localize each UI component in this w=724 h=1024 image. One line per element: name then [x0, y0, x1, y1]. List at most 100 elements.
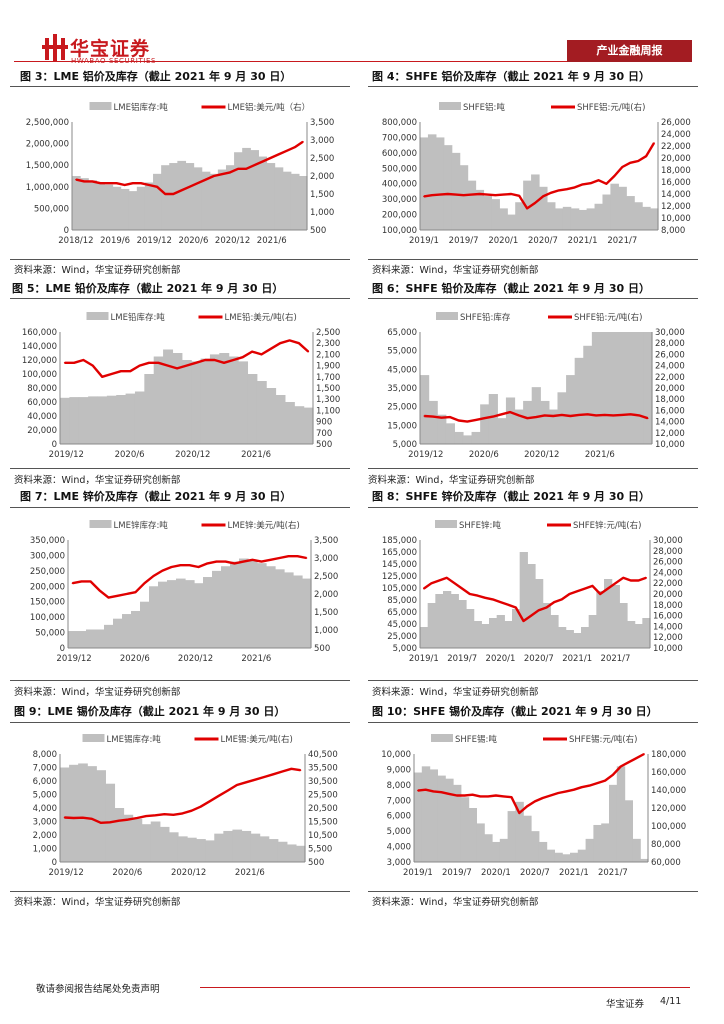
y-tick-label-right: 10,000	[653, 644, 683, 654]
price-point	[215, 560, 218, 563]
inventory-bar	[523, 400, 533, 444]
inventory-bar	[228, 356, 239, 444]
y-tick-label-left: 6,000	[387, 812, 411, 822]
price-point	[213, 359, 216, 361]
inventory-bar	[153, 173, 162, 230]
inventory-bar	[266, 566, 276, 648]
price-point	[196, 182, 199, 184]
inventory-bar	[471, 431, 481, 444]
price-point	[432, 415, 434, 418]
price-point	[229, 171, 231, 174]
header-divider	[14, 61, 567, 62]
y-tick-label-left: 35,000	[387, 384, 417, 394]
y-tick-label-right: 8,000	[661, 226, 685, 236]
x-tick-label: 2020/1	[486, 654, 516, 664]
price-point	[454, 193, 457, 196]
price-point	[270, 348, 272, 350]
y-tick-label-right: 24,000	[655, 362, 685, 372]
inventory-bar	[136, 186, 146, 230]
price-point	[560, 414, 563, 416]
inventory-bar	[250, 833, 261, 862]
x-tick-label: 2019/7	[447, 654, 477, 664]
inventory-bar	[221, 566, 231, 648]
price-point	[586, 413, 589, 416]
inventory-bar	[77, 631, 87, 648]
x-tick-label: 2021/6	[241, 450, 271, 460]
price-point	[643, 753, 645, 755]
y-tick-label-right: 1,300	[316, 395, 340, 405]
inventory-bar	[86, 629, 96, 648]
figure-7-source: 资料来源：Wind，华宝证券研究创新部	[14, 687, 181, 698]
price-point	[71, 582, 74, 584]
inventory-bar	[650, 208, 659, 230]
legend-label: LME锌:美元/吨(右)	[228, 520, 300, 531]
inventory-series	[72, 147, 308, 230]
inventory-bar	[275, 569, 285, 648]
inventory-bar	[481, 624, 490, 648]
y-tick-label-right: 3,000	[314, 554, 338, 564]
figure-9-top-rule	[10, 722, 350, 723]
inventory-bar	[116, 395, 127, 444]
price-point	[580, 786, 583, 789]
price-point	[578, 414, 580, 416]
inventory-bar	[96, 770, 106, 862]
inventory-bar	[214, 833, 224, 862]
y-tick-label-right: 28,000	[655, 339, 685, 349]
y-tick-label-left: 0	[52, 440, 57, 450]
figure-3-title: 图 3：LME 铝价及库存（截止 2021 年 9 月 30 日）	[20, 70, 292, 83]
inventory-bar	[209, 354, 220, 444]
price-point	[115, 182, 118, 184]
figure-8-top-rule	[368, 507, 698, 508]
inventory-bar	[531, 831, 540, 862]
price-point	[206, 562, 209, 565]
inventory-bar	[542, 603, 551, 648]
inventory-bar	[230, 561, 240, 648]
y-tick-label-left: 1,500,000	[26, 161, 69, 171]
y-tick-label-right: 10,500	[308, 831, 338, 841]
y-tick-label-right: 1,700	[316, 373, 340, 383]
price-point	[185, 364, 188, 367]
price-point	[176, 367, 178, 370]
y-tick-label-left: 165,000	[382, 548, 417, 558]
figure-7-chart: LME锌库存:吨 LME锌:美元/吨(右) 350,000 300,000 250,00…	[10, 514, 355, 666]
legend-swatch-area	[439, 102, 461, 110]
price-point	[471, 793, 474, 796]
figure-6-chart: SHFE铅:库存 SHFE铅:元/吨(右) 65,000 55,000 45,000 35…	[368, 306, 700, 462]
inventory-bar	[96, 182, 106, 230]
x-tick-label: 2020/7	[524, 654, 554, 664]
inventory-bar	[570, 852, 579, 862]
inventory-bar	[258, 156, 268, 230]
price-point	[251, 350, 253, 353]
price-point	[63, 816, 66, 819]
price-point	[568, 593, 571, 595]
y-tick-label-right: 2,500	[316, 328, 340, 338]
price-point	[261, 160, 264, 163]
y-tick-label-right: 500	[308, 858, 324, 868]
inventory-bar	[112, 186, 122, 230]
x-tick-label: 2020/1	[488, 236, 518, 246]
y-tick-label-right: 12,000	[661, 202, 691, 212]
price-point	[621, 166, 624, 168]
inventory-bar	[462, 435, 473, 444]
price-point	[423, 195, 425, 198]
y-tick-label-left: 10,000	[381, 750, 411, 760]
y-tick-label-right: 16,000	[661, 178, 691, 188]
y-tick-label-left: 300,000	[382, 195, 417, 205]
y-tick-label-left: 85,000	[387, 596, 417, 606]
y-tick-label-right: 2,500	[314, 572, 338, 582]
y-tick-label-right: 24,000	[653, 568, 683, 578]
inventory-bar	[577, 849, 587, 862]
price-point	[98, 589, 101, 592]
y-tick-label-right: 1,000	[314, 626, 338, 636]
chart-svg: SHFE铝:吨 SHFE铝:元/吨(右) 800,000 700,000 600,000…	[382, 102, 691, 246]
price-point	[576, 590, 578, 593]
inventory-bar	[241, 830, 252, 862]
inventory-bar	[275, 395, 286, 444]
legend-label: SHFE铝:元/吨(右)	[577, 102, 645, 113]
y-tick-label-right: 10,000	[661, 214, 691, 224]
price-point	[260, 560, 263, 563]
price-point	[224, 560, 227, 563]
price-point	[278, 557, 281, 559]
chart-svg: LME铝库存:吨 LME铝:美元/吨（右） 2,500,000 2,000,000 1,…	[26, 102, 334, 246]
inventory-bar	[619, 603, 628, 648]
